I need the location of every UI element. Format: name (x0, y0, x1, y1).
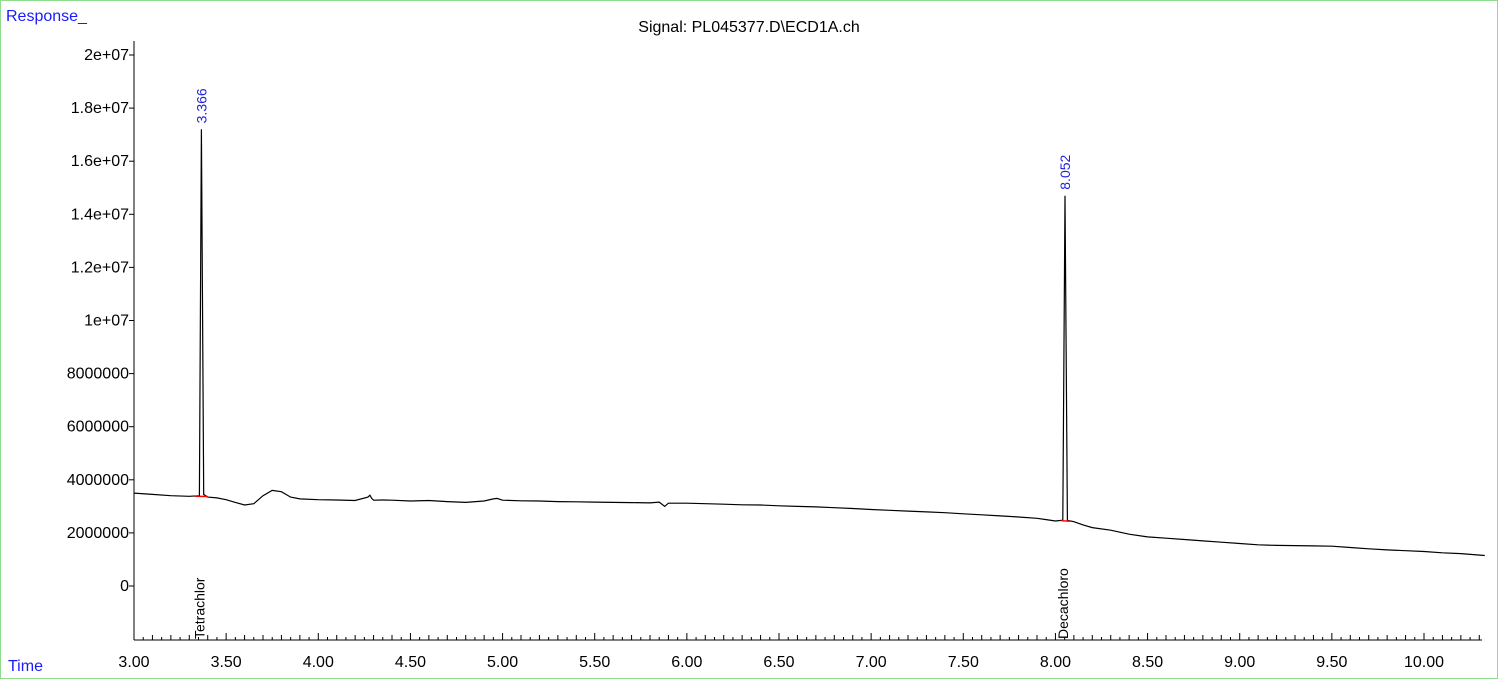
peak-rt-label: 8.052 (1057, 154, 1073, 189)
y-tick-label: 1.8e+07 (71, 100, 129, 117)
x-tick-label: 9.50 (1316, 654, 1347, 671)
x-tick-label: 4.50 (395, 654, 426, 671)
x-tick-label: 9.00 (1224, 654, 1255, 671)
x-tick-label: 4.00 (303, 654, 334, 671)
x-tick-label: 8.50 (1132, 654, 1163, 671)
y-tick-label: 1e+07 (84, 313, 129, 330)
y-tick-label: 2000000 (67, 525, 129, 542)
x-tick-label: 6.00 (671, 654, 702, 671)
y-tick-label: 6000000 (67, 419, 129, 436)
signal-trace-group (133, 129, 1485, 557)
chart-title: Signal: PL045377.D\ECD1A.ch (638, 19, 860, 36)
y-axis-label: Response_ (6, 8, 87, 25)
y-tick-label: 1.2e+07 (71, 259, 129, 276)
x-tick-label: 8.00 (1040, 654, 1071, 671)
x-tick-label: 7.00 (856, 654, 887, 671)
peak-annotations: 3.366 Tetrachlor 8.052 Decachloro (191, 88, 1073, 639)
y-tick-label: 2e+07 (84, 47, 129, 64)
y-tick-label: 4000000 (67, 472, 129, 489)
x-tick-label: 5.00 (487, 654, 518, 671)
y-tick-label: 0 (120, 578, 129, 595)
x-tick-label: 7.50 (948, 654, 979, 671)
peak-baseline (1060, 519, 1071, 522)
x-tick-label: 10.00 (1404, 654, 1444, 671)
axes: 0 2000000 4000000 6000000 8000000 1e+07 1.2e+0… (67, 41, 1482, 671)
y-tick-label: 8000000 (67, 366, 129, 383)
x-tick-label: 5.50 (579, 654, 610, 671)
y-tick-label: 1.6e+07 (71, 153, 129, 170)
peak-compound-label: Decachloro (1055, 568, 1071, 639)
peak-compound-label: Tetrachlor (191, 577, 207, 639)
y-tick-label: 1.4e+07 (71, 206, 129, 223)
x-tick-label: 3.50 (211, 654, 242, 671)
peak-rt-label: 3.366 (193, 88, 209, 123)
x-tick-label: 6.50 (763, 654, 794, 671)
x-axis-label: Time (8, 658, 43, 675)
signal-trace (133, 129, 1485, 557)
x-tick-label: 3.00 (118, 654, 149, 671)
